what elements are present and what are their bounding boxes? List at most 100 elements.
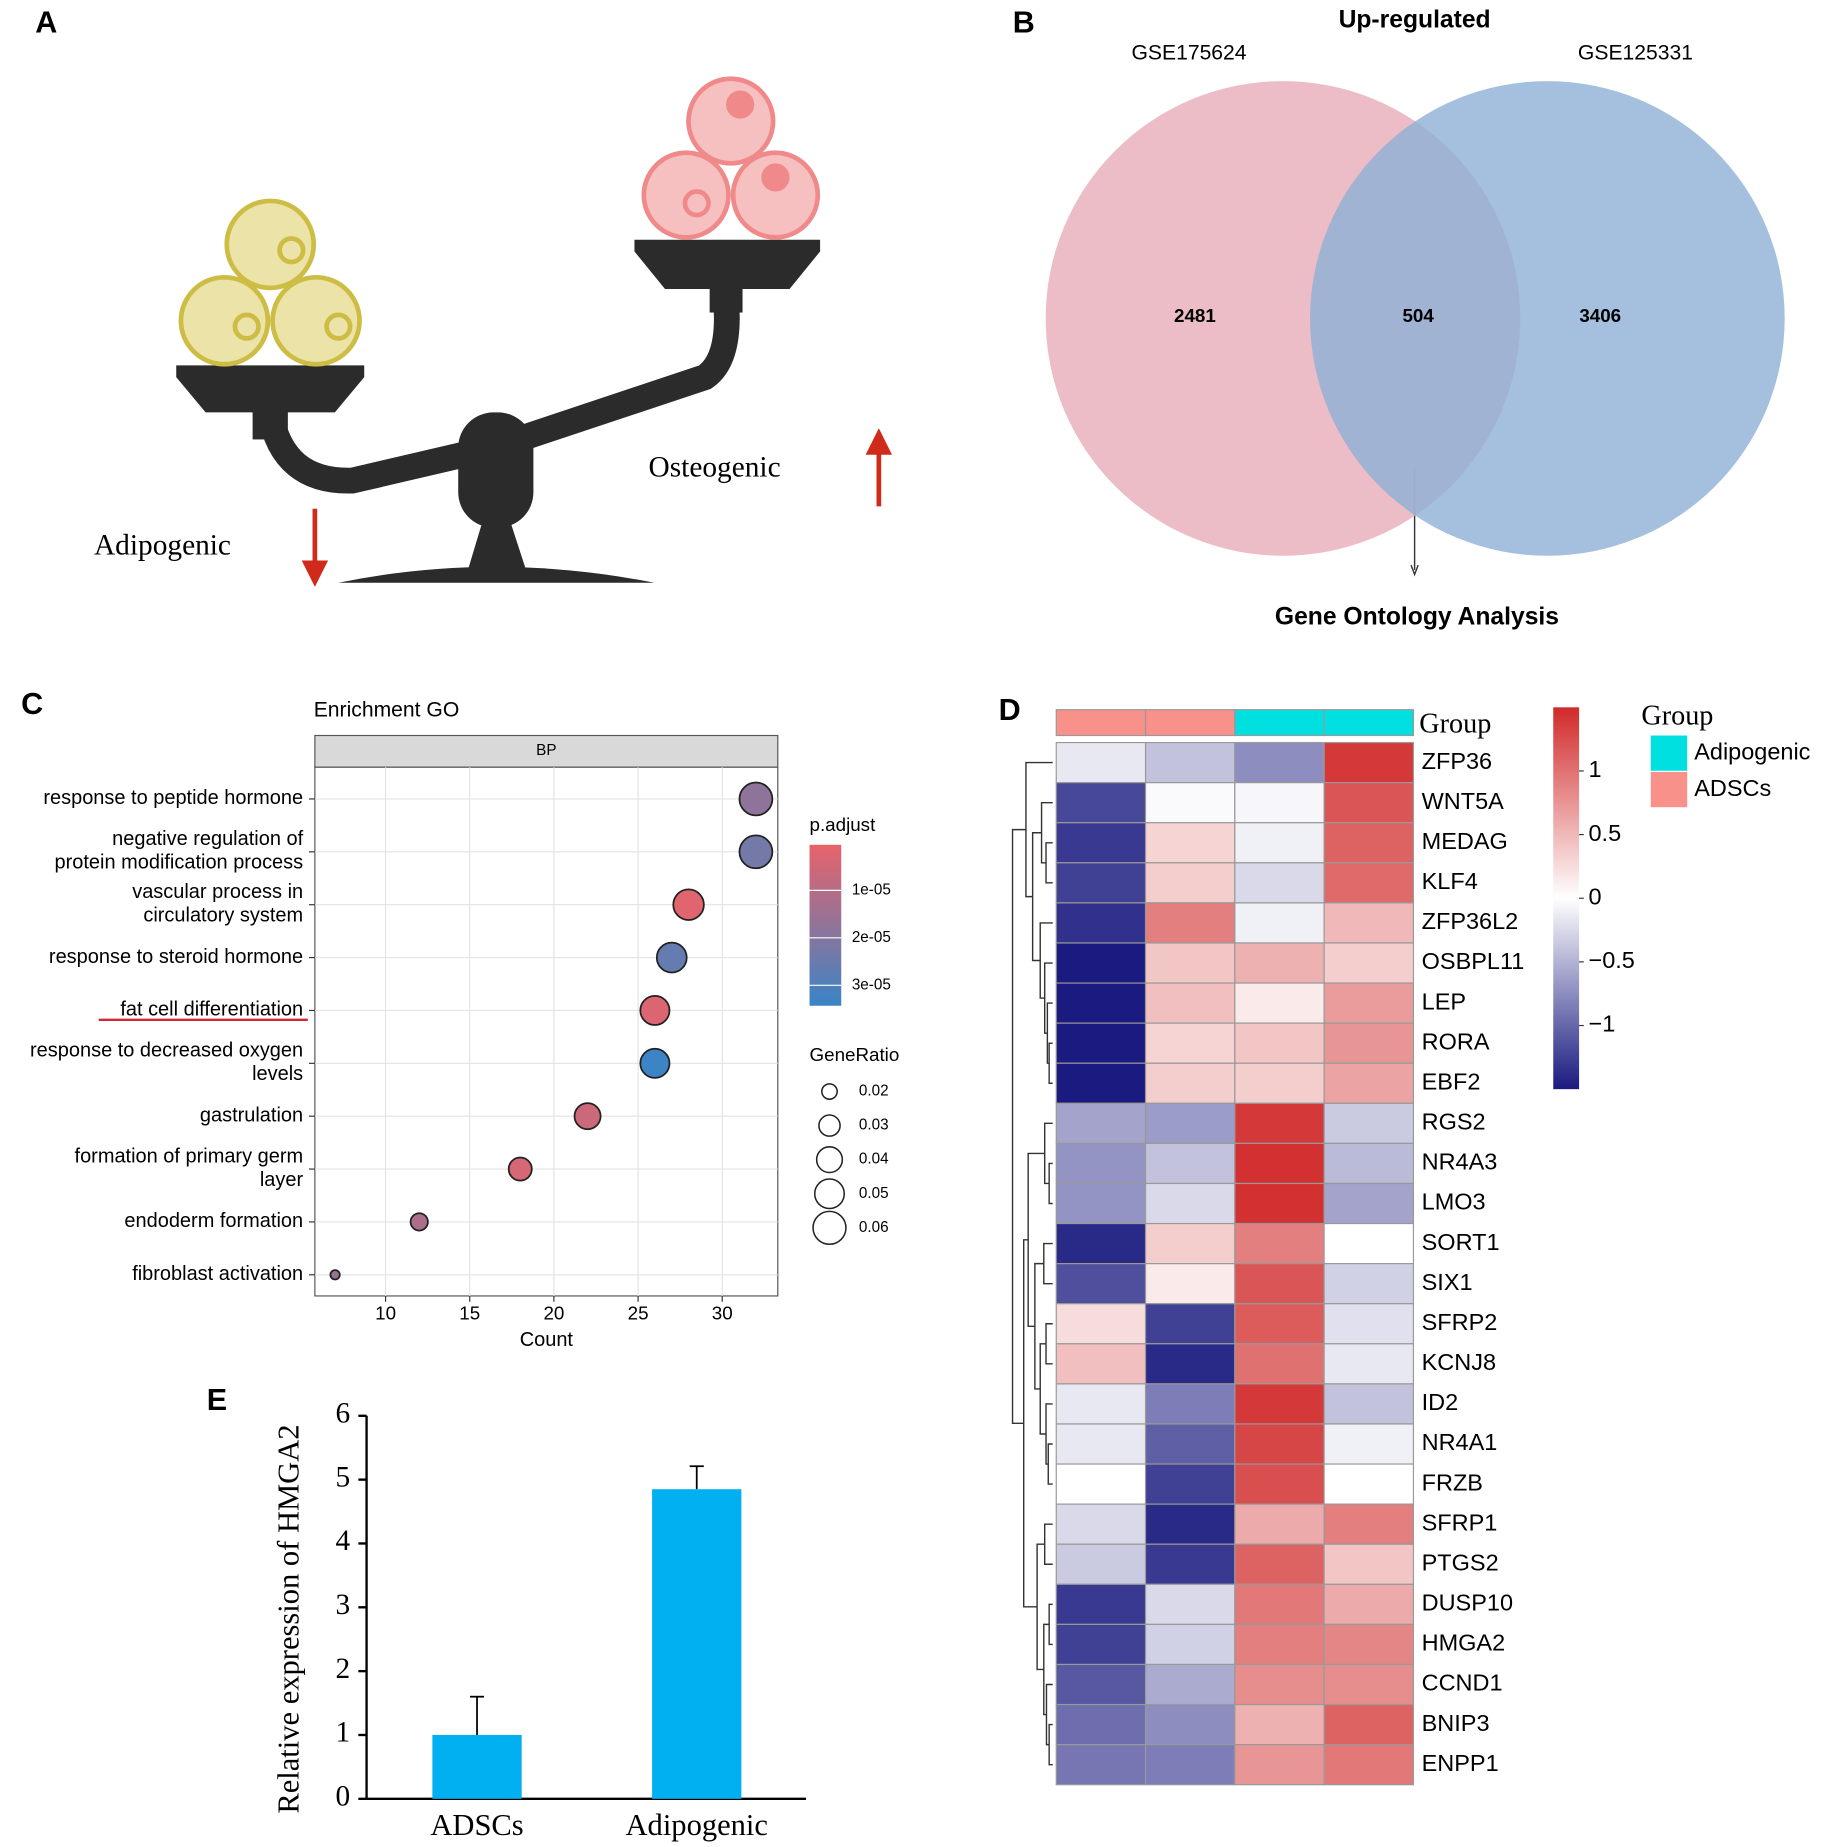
y-tick-label: 2 <box>335 1653 350 1685</box>
heat-cell <box>1144 1102 1236 1144</box>
venn-count: 504 <box>1402 305 1434 326</box>
heat-cell <box>1144 1423 1236 1465</box>
row-label: KLF4 <box>1422 868 1478 894</box>
row-label: OSBPL11 <box>1422 948 1525 974</box>
heat-cell <box>1055 1463 1147 1505</box>
heat-cell <box>1234 1744 1325 1786</box>
row-label: ZFP36 <box>1422 748 1492 774</box>
heat-cell <box>1144 1623 1236 1666</box>
heat-cell <box>1234 1703 1325 1746</box>
size-key <box>812 1210 847 1246</box>
row-label: PTGS2 <box>1422 1549 1499 1575</box>
venn-title: Up-regulated <box>1339 7 1491 34</box>
dot <box>738 781 774 817</box>
heat-cell <box>1323 1343 1415 1385</box>
y-tick-label: endoderm formation <box>124 1210 303 1232</box>
colorbar <box>1553 707 1580 1090</box>
heat-cell <box>1144 782 1236 824</box>
colorbar-label: 1e-05 <box>852 881 891 898</box>
heat-cell <box>1055 1703 1147 1746</box>
legend-swatch <box>1650 771 1688 808</box>
y-tick-label: 5 <box>335 1461 350 1493</box>
heat-cell <box>1234 822 1325 864</box>
heat-cell <box>1323 1703 1415 1746</box>
row-label: CCND1 <box>1422 1670 1503 1696</box>
size-key <box>813 1178 846 1210</box>
bar <box>652 1489 742 1799</box>
dot <box>573 1102 602 1131</box>
group-annotation <box>1234 709 1325 737</box>
heat-cell <box>1323 822 1415 864</box>
scale-stem <box>467 524 527 572</box>
bar <box>432 1734 522 1799</box>
size-label: 0.04 <box>859 1151 889 1168</box>
panel-label: E <box>207 1383 227 1417</box>
heat-cell <box>1144 1583 1236 1625</box>
heat-cell <box>1323 942 1415 984</box>
colorbar-label: −0.5 <box>1588 947 1634 973</box>
colorbar-label: 3e-05 <box>852 976 891 993</box>
set-name: GSE125331 <box>1578 42 1693 65</box>
x-tick-label: ADSCs <box>430 1808 523 1842</box>
heat-cell <box>1323 1022 1415 1064</box>
dot <box>329 1269 341 1281</box>
colorbar <box>809 844 842 1006</box>
row-label: DUSP10 <box>1422 1590 1513 1616</box>
heat-cell <box>1234 1423 1325 1465</box>
heat-cell <box>1144 1343 1236 1385</box>
heat-cell <box>1055 1062 1147 1104</box>
heat-cell <box>1234 1263 1325 1305</box>
heat-cell <box>1234 982 1325 1024</box>
dot <box>507 1156 533 1182</box>
up-arrow <box>865 428 893 507</box>
heat-cell <box>1055 1102 1147 1144</box>
heat-cell <box>1144 1543 1236 1585</box>
heat-cell <box>1234 862 1325 904</box>
heat-cell <box>1323 1142 1415 1185</box>
y-tick-label: fibroblast activation <box>132 1263 303 1285</box>
heat-cell <box>1234 1222 1325 1265</box>
y-tick-label: gastrulation <box>200 1104 303 1126</box>
heat-cell <box>1323 1663 1415 1706</box>
heat-cell <box>1144 1263 1236 1305</box>
heat-cell <box>1323 902 1415 944</box>
heat-cell <box>1234 1062 1325 1104</box>
venn-set <box>1310 81 1785 556</box>
dendrogram <box>1011 761 1053 1766</box>
chart-title: Enrichment GO <box>314 698 460 721</box>
heat-cell <box>1234 942 1325 984</box>
down-arrow <box>301 508 329 587</box>
legend-title: GeneRatio <box>810 1044 900 1065</box>
heat-cell <box>1234 1543 1325 1585</box>
heat-cell <box>1323 1062 1415 1104</box>
left-pan-stem <box>252 406 288 440</box>
heat-cell <box>1234 1583 1325 1625</box>
heat-cell <box>1055 1543 1147 1585</box>
heat-cell <box>1144 1503 1236 1545</box>
annotation-label: Group <box>1419 709 1491 740</box>
venn-count: 2481 <box>1174 305 1216 326</box>
row-label: LEP <box>1422 988 1466 1014</box>
heat-cell <box>1144 862 1236 904</box>
x-tick-label: 30 <box>712 1303 733 1324</box>
heat-cell <box>1055 1263 1147 1305</box>
heat-cell <box>1055 1663 1147 1706</box>
legend-label: Adipogenic <box>1694 738 1810 764</box>
y-tick-label: fat cell differentiation <box>120 999 303 1021</box>
y-tick-label: 1 <box>335 1717 350 1749</box>
heat-cell <box>1323 1222 1415 1265</box>
heat-cell <box>1055 1222 1147 1265</box>
heat-cell <box>1055 1423 1147 1465</box>
heat-cell <box>1234 1022 1325 1064</box>
heat-cell <box>1323 782 1415 824</box>
heat-cell <box>1323 1423 1415 1465</box>
set-name: GSE175624 <box>1131 42 1246 65</box>
heat-cell <box>1055 822 1147 864</box>
row-label: HMGA2 <box>1422 1630 1506 1656</box>
legend-label: ADSCs <box>1694 775 1771 801</box>
heat-cell <box>1055 1623 1147 1666</box>
row-label: MEDAG <box>1422 828 1508 854</box>
row-label: RGS2 <box>1422 1109 1486 1135</box>
heat-cell <box>1144 741 1236 784</box>
row-label: SORT1 <box>1422 1229 1500 1255</box>
